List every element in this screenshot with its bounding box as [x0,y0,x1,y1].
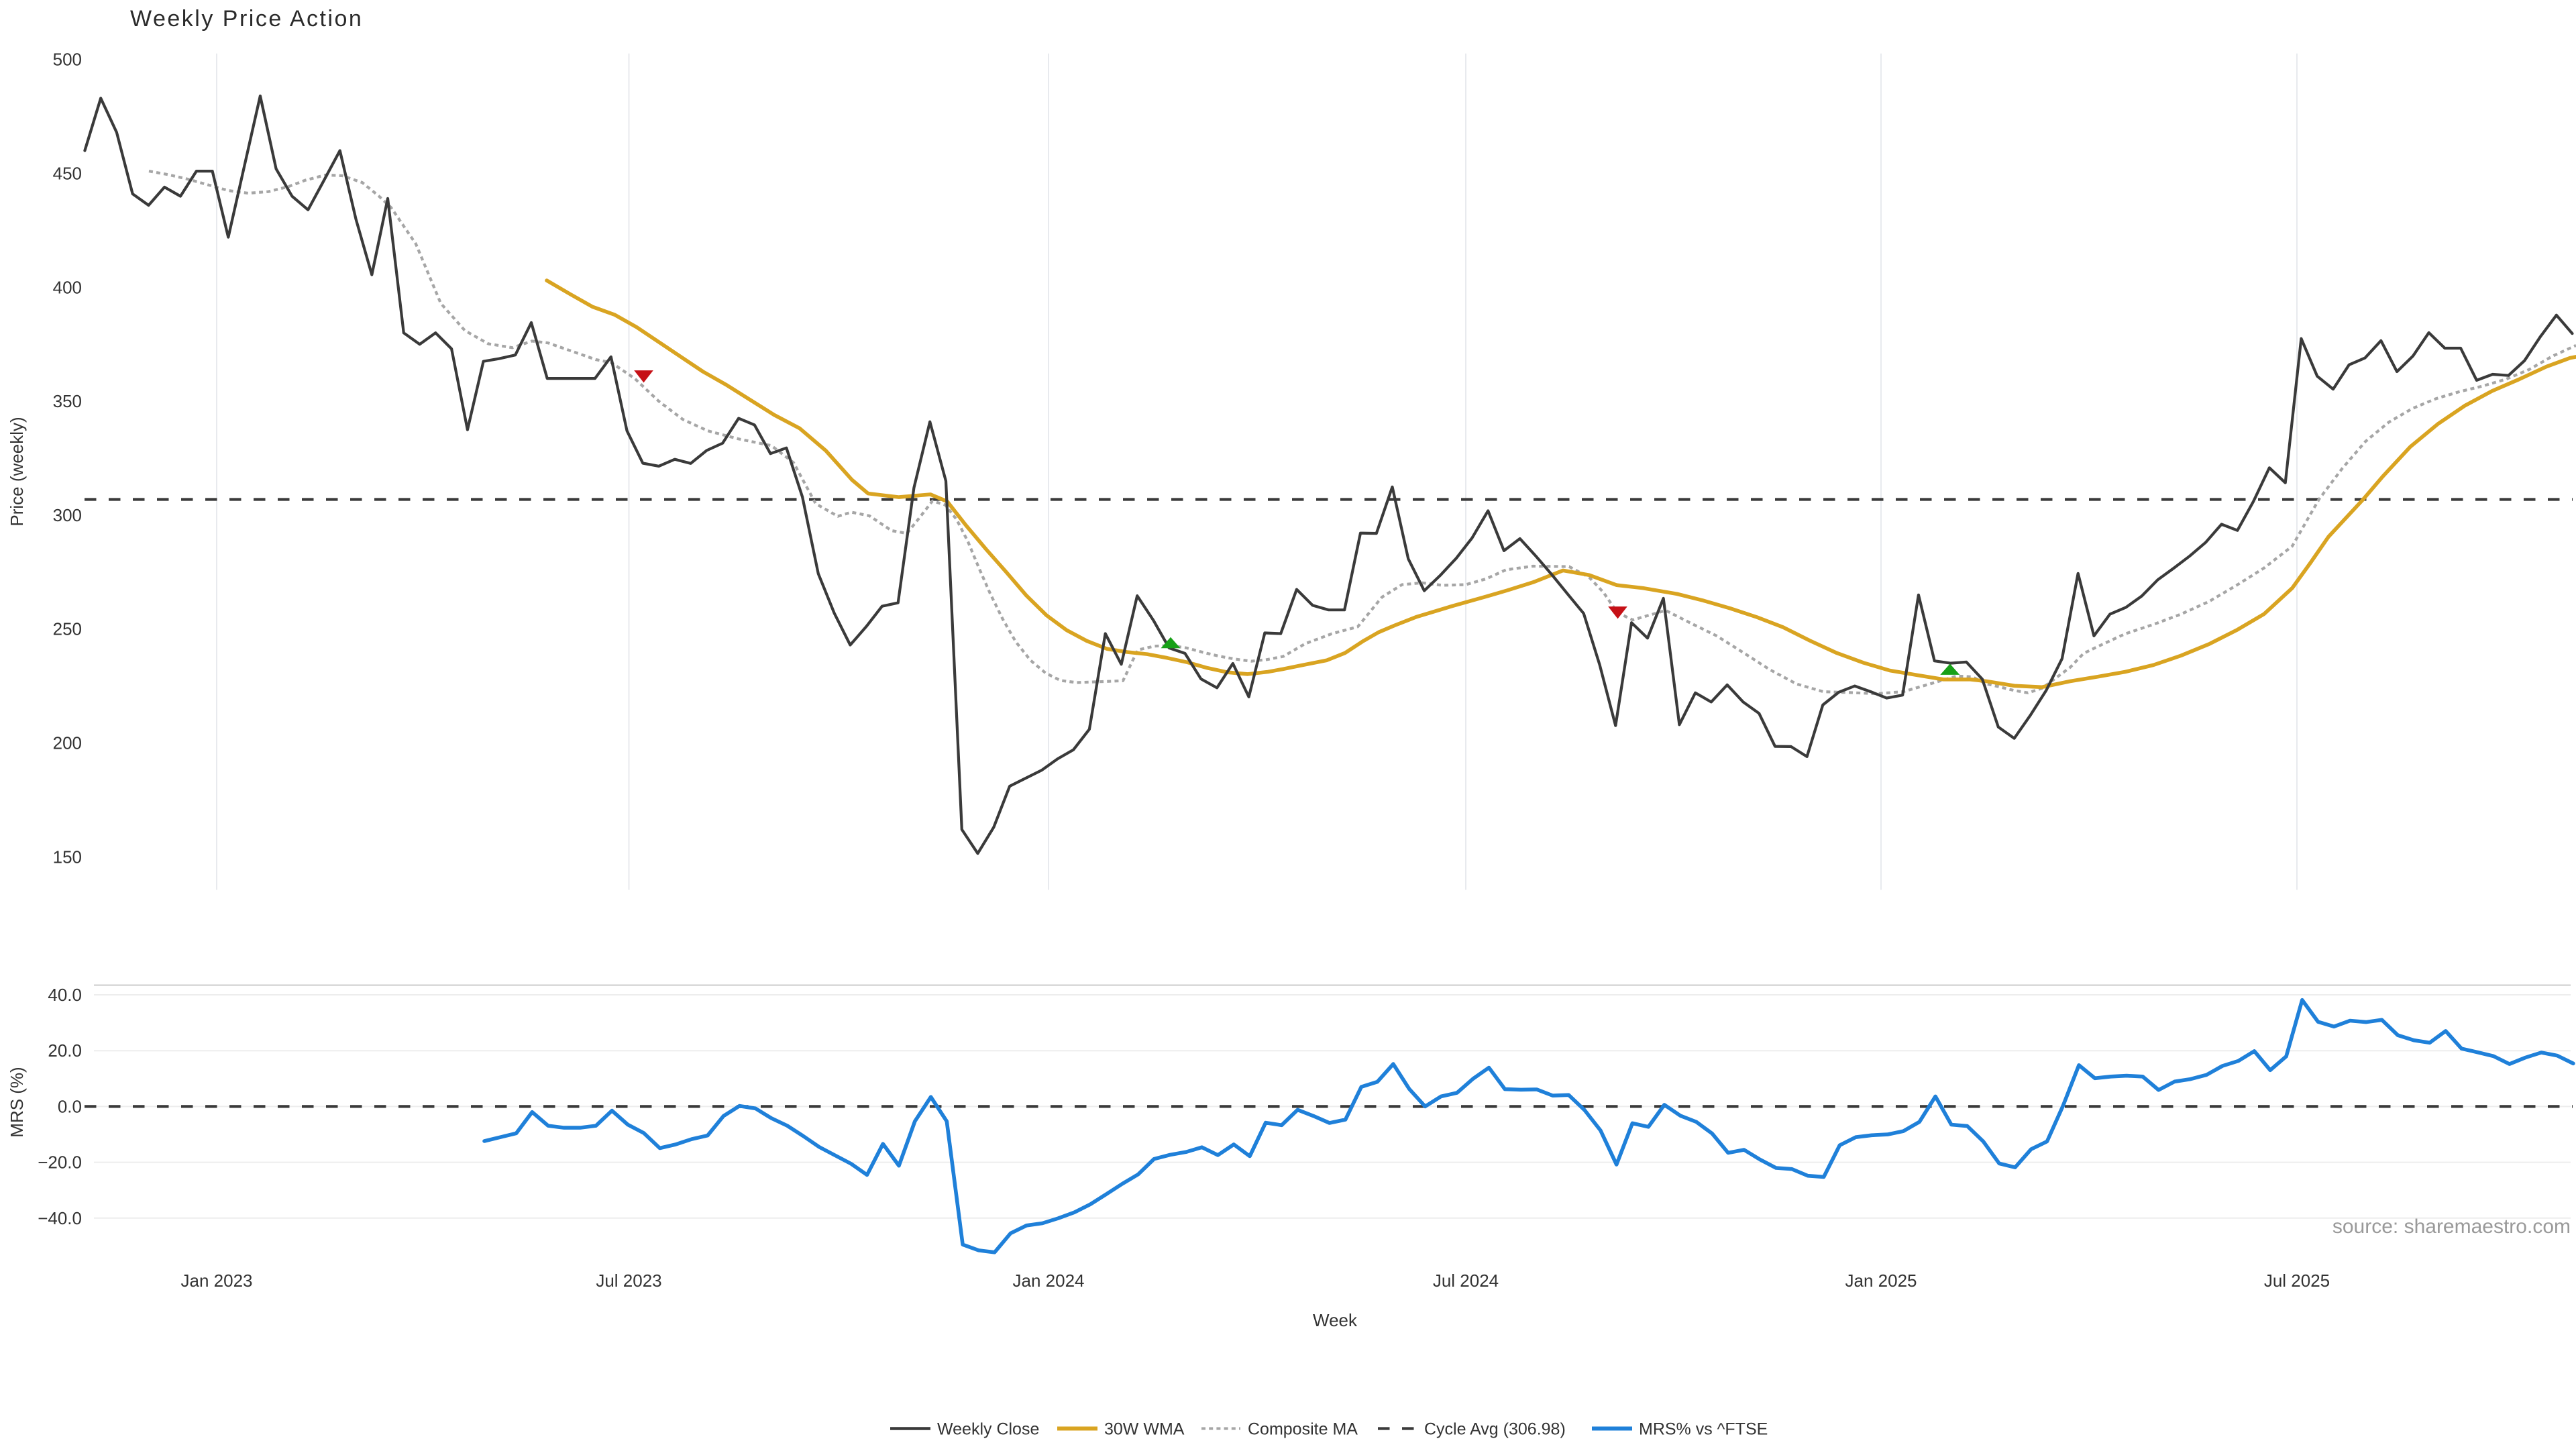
svg-text:Composite MA: Composite MA [1248,1420,1358,1439]
svg-text:Jan 2024: Jan 2024 [1013,1271,1085,1291]
svg-text:450: 450 [53,164,82,184]
svg-text:200: 200 [53,733,82,753]
svg-text:Week: Week [1313,1310,1358,1330]
svg-text:Cycle Avg (306.98): Cycle Avg (306.98) [1424,1420,1566,1439]
svg-text:300: 300 [53,505,82,525]
svg-text:Jul 2024: Jul 2024 [1433,1271,1499,1291]
svg-text:MRS% vs ^FTSE: MRS% vs ^FTSE [1639,1420,1768,1439]
svg-text:−40.0: −40.0 [38,1208,82,1228]
svg-text:20.0: 20.0 [48,1040,82,1061]
svg-text:Weekly Price Action: Weekly Price Action [130,6,363,32]
svg-text:150: 150 [53,847,82,867]
svg-text:Jan 2025: Jan 2025 [1845,1271,1917,1291]
svg-text:0.0: 0.0 [58,1096,82,1116]
svg-text:30W WMA: 30W WMA [1104,1420,1185,1439]
svg-text:source: sharemaestro.com: source: sharemaestro.com [2332,1216,2571,1238]
svg-text:−20.0: −20.0 [38,1152,82,1173]
svg-text:250: 250 [53,619,82,639]
svg-text:Jul 2023: Jul 2023 [596,1271,661,1291]
svg-text:350: 350 [53,391,82,411]
svg-text:Jul 2025: Jul 2025 [2264,1271,2330,1291]
svg-text:MRS (%): MRS (%) [7,1067,27,1137]
svg-text:40.0: 40.0 [48,985,82,1005]
svg-text:500: 500 [53,50,82,70]
svg-text:Weekly Close: Weekly Close [937,1420,1039,1439]
svg-text:Jan 2023: Jan 2023 [181,1271,253,1291]
svg-text:400: 400 [53,277,82,297]
svg-text:Price (weekly): Price (weekly) [7,417,27,526]
